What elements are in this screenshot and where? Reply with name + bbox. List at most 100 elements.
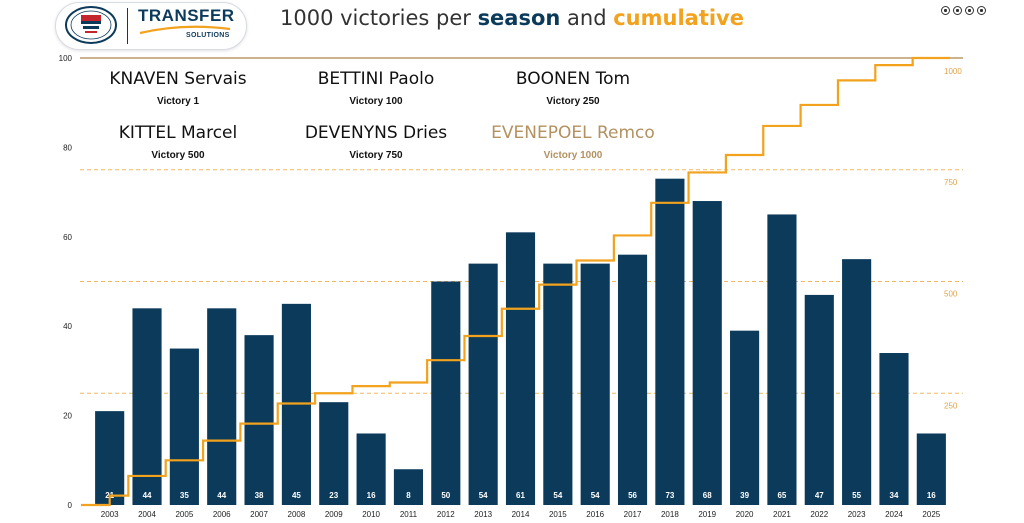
bar bbox=[692, 201, 722, 506]
milestone-rider: DEVENYNS Dries bbox=[304, 123, 448, 143]
bar bbox=[468, 263, 498, 505]
bar bbox=[169, 348, 199, 505]
milestone-rider: BOONEN Tom bbox=[515, 69, 631, 89]
x-tick-label: 2020 bbox=[736, 510, 754, 519]
bar-value-label: 16 bbox=[367, 491, 376, 500]
bar bbox=[730, 330, 760, 505]
chart-title: 1000 victories per season and cumulative bbox=[279, 6, 744, 30]
bar bbox=[879, 353, 909, 505]
bar-value-label: 56 bbox=[628, 491, 637, 500]
milestone-rider: BETTINI Paolo bbox=[317, 69, 435, 89]
bar bbox=[393, 469, 424, 505]
bar bbox=[505, 232, 536, 505]
milestone-victory: Victory 250 bbox=[546, 96, 600, 107]
team-seal-icon bbox=[65, 6, 117, 44]
reference-label: 250 bbox=[944, 401, 958, 410]
y-tick-label: 20 bbox=[63, 412, 72, 421]
bar-value-label: 23 bbox=[329, 491, 338, 500]
bar bbox=[767, 214, 797, 505]
y-tick-label: 60 bbox=[63, 233, 72, 242]
bar bbox=[655, 178, 685, 505]
x-tick-label: 2021 bbox=[773, 510, 791, 519]
x-tick-label: 2023 bbox=[848, 510, 866, 519]
bar bbox=[132, 308, 162, 505]
bar bbox=[319, 402, 349, 505]
bar bbox=[356, 433, 386, 505]
bar-value-label: 16 bbox=[927, 491, 936, 500]
bar bbox=[95, 411, 125, 505]
milestone-victory: Victory 1 bbox=[156, 96, 200, 107]
bar-value-label: 8 bbox=[406, 491, 411, 500]
bar bbox=[842, 259, 872, 505]
x-tick-label: 2024 bbox=[885, 510, 903, 519]
bar-value-label: 54 bbox=[479, 491, 488, 500]
milestone-rider: KNAVEN Servais bbox=[109, 69, 247, 89]
x-tick-label: 2017 bbox=[624, 510, 642, 519]
cumulative-line bbox=[81, 56, 950, 507]
milestone-750: DEVENYNS Dries Victory 750 bbox=[281, 123, 471, 161]
x-tick-label: 2010 bbox=[362, 510, 380, 519]
logo-text-transfer: TRANSFER bbox=[138, 6, 235, 25]
bar-value-label: 55 bbox=[852, 491, 861, 500]
bar bbox=[431, 281, 461, 505]
play-icon[interactable] bbox=[965, 6, 974, 15]
x-tick-label: 2016 bbox=[586, 510, 604, 519]
logo-swoosh-icon bbox=[139, 25, 231, 35]
bar-value-label: 61 bbox=[516, 491, 525, 500]
bar-value-label: 47 bbox=[815, 491, 824, 500]
bar-value-label: 50 bbox=[441, 491, 450, 500]
slide-controls bbox=[941, 6, 986, 15]
prev-icon[interactable] bbox=[941, 6, 950, 15]
x-tick-label: 2005 bbox=[175, 510, 193, 519]
milestone-500: KITTEL Marcel Victory 500 bbox=[83, 123, 273, 161]
bar-value-label: 68 bbox=[703, 491, 712, 500]
milestone-rider: KITTEL Marcel bbox=[118, 123, 238, 143]
bar-value-label: 34 bbox=[890, 491, 899, 500]
x-tick-label: 2019 bbox=[698, 510, 716, 519]
bar-value-label: 44 bbox=[217, 491, 226, 500]
milestone-1000: EVENEPOEL Remco Victory 1000 bbox=[478, 123, 668, 161]
bar-value-label: 38 bbox=[255, 491, 264, 500]
x-tick-label: 2006 bbox=[213, 510, 231, 519]
bar bbox=[804, 294, 834, 505]
logo-divider bbox=[127, 8, 128, 44]
x-tick-label: 2025 bbox=[922, 510, 940, 519]
x-tick-label: 2007 bbox=[250, 510, 268, 519]
bar-value-label: 54 bbox=[553, 491, 562, 500]
x-tick-label: 2022 bbox=[810, 510, 828, 519]
bar-value-label: 39 bbox=[740, 491, 749, 500]
bar-value-label: 35 bbox=[180, 491, 189, 500]
x-tick-label: 2004 bbox=[138, 510, 156, 519]
bar bbox=[916, 433, 946, 505]
x-tick-label: 2013 bbox=[474, 510, 492, 519]
milestone-victory: Victory 750 bbox=[349, 150, 403, 161]
bar-value-label: 65 bbox=[777, 491, 786, 500]
logo-text-solutions: SOLUTIONS bbox=[186, 32, 230, 39]
reference-label: 1000 bbox=[944, 67, 962, 76]
bar-value-label: 45 bbox=[292, 491, 301, 500]
bar-value-label: 54 bbox=[591, 491, 600, 500]
bar-value-label: 44 bbox=[143, 491, 152, 500]
milestone-victory: Victory 1000 bbox=[543, 150, 603, 161]
milestone-250: BOONEN Tom Victory 250 bbox=[478, 69, 668, 107]
x-tick-label: 2003 bbox=[101, 510, 119, 519]
x-tick-label: 2014 bbox=[512, 510, 530, 519]
milestone-100: BETTINI Paolo Victory 100 bbox=[281, 69, 471, 107]
y-tick-label: 80 bbox=[63, 143, 72, 152]
bar bbox=[244, 335, 274, 505]
next-icon[interactable] bbox=[977, 6, 986, 15]
x-tick-label: 2008 bbox=[288, 510, 306, 519]
y-tick-label: 0 bbox=[68, 501, 73, 510]
bar bbox=[617, 254, 648, 505]
bar bbox=[207, 308, 237, 505]
milestone-1: KNAVEN Servais Victory 1 bbox=[83, 69, 273, 107]
x-tick-label: 2011 bbox=[400, 510, 418, 519]
reference-label: 750 bbox=[944, 178, 958, 187]
pause-icon[interactable] bbox=[953, 6, 962, 15]
milestone-victory: Victory 100 bbox=[349, 96, 403, 107]
reference-label: 500 bbox=[944, 290, 958, 299]
bar-value-label: 73 bbox=[665, 491, 674, 500]
bar bbox=[543, 263, 573, 505]
x-tick-label: 2009 bbox=[325, 510, 343, 519]
